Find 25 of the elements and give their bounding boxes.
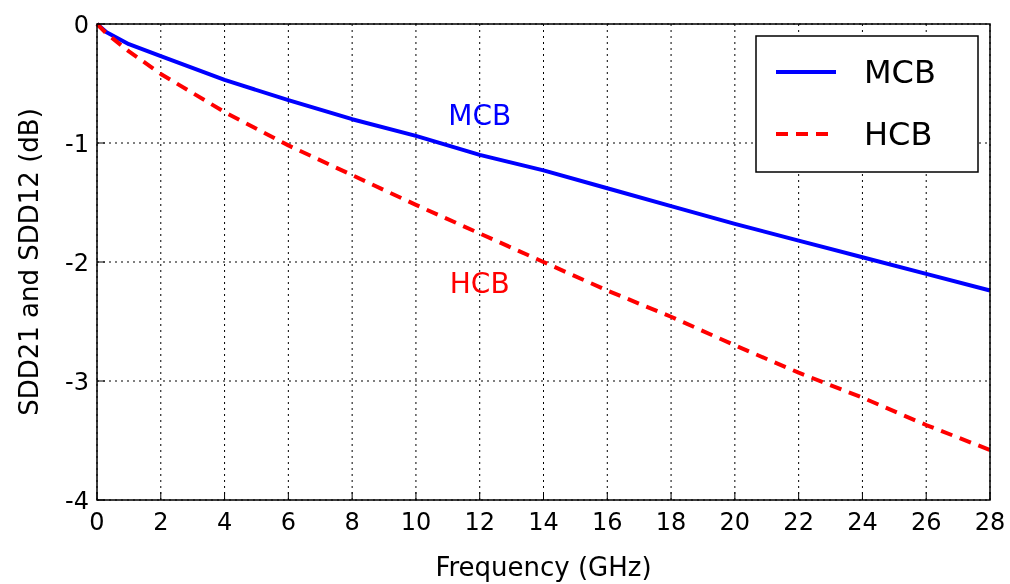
annotation: MCB [448, 98, 512, 132]
x-axis-title: Frequency (GHz) [435, 552, 652, 582]
x-tick-label: 22 [783, 508, 814, 536]
y-tick-label: 0 [73, 11, 89, 39]
x-tick-label: 28 [974, 508, 1006, 536]
x-tick-label: 24 [847, 508, 878, 536]
legend-label: MCB [864, 53, 936, 91]
x-tick-label: 10 [400, 508, 432, 536]
legend-label: HCB [864, 115, 933, 153]
x-tick-label: 26 [910, 508, 942, 536]
x-tick-label: 2 [153, 508, 169, 536]
x-tick-label: 20 [719, 508, 751, 536]
y-tick-label: -1 [65, 130, 89, 158]
x-tick-label: 18 [655, 508, 687, 536]
y-axis-title: SDD21 and SDD12 (dB) [14, 108, 44, 416]
x-tick-label: 8 [344, 508, 360, 536]
y-tick-label: -3 [65, 368, 89, 396]
x-tick-label: 14 [528, 508, 559, 536]
y-tick-label: -2 [65, 249, 89, 277]
x-tick-label: 16 [592, 508, 623, 536]
annotation: HCB [449, 267, 510, 301]
x-tick-label: 6 [280, 508, 296, 536]
x-tick-label: 4 [216, 508, 233, 536]
x-tick-label: 12 [464, 508, 495, 536]
y-tick-label: -4 [65, 487, 89, 515]
